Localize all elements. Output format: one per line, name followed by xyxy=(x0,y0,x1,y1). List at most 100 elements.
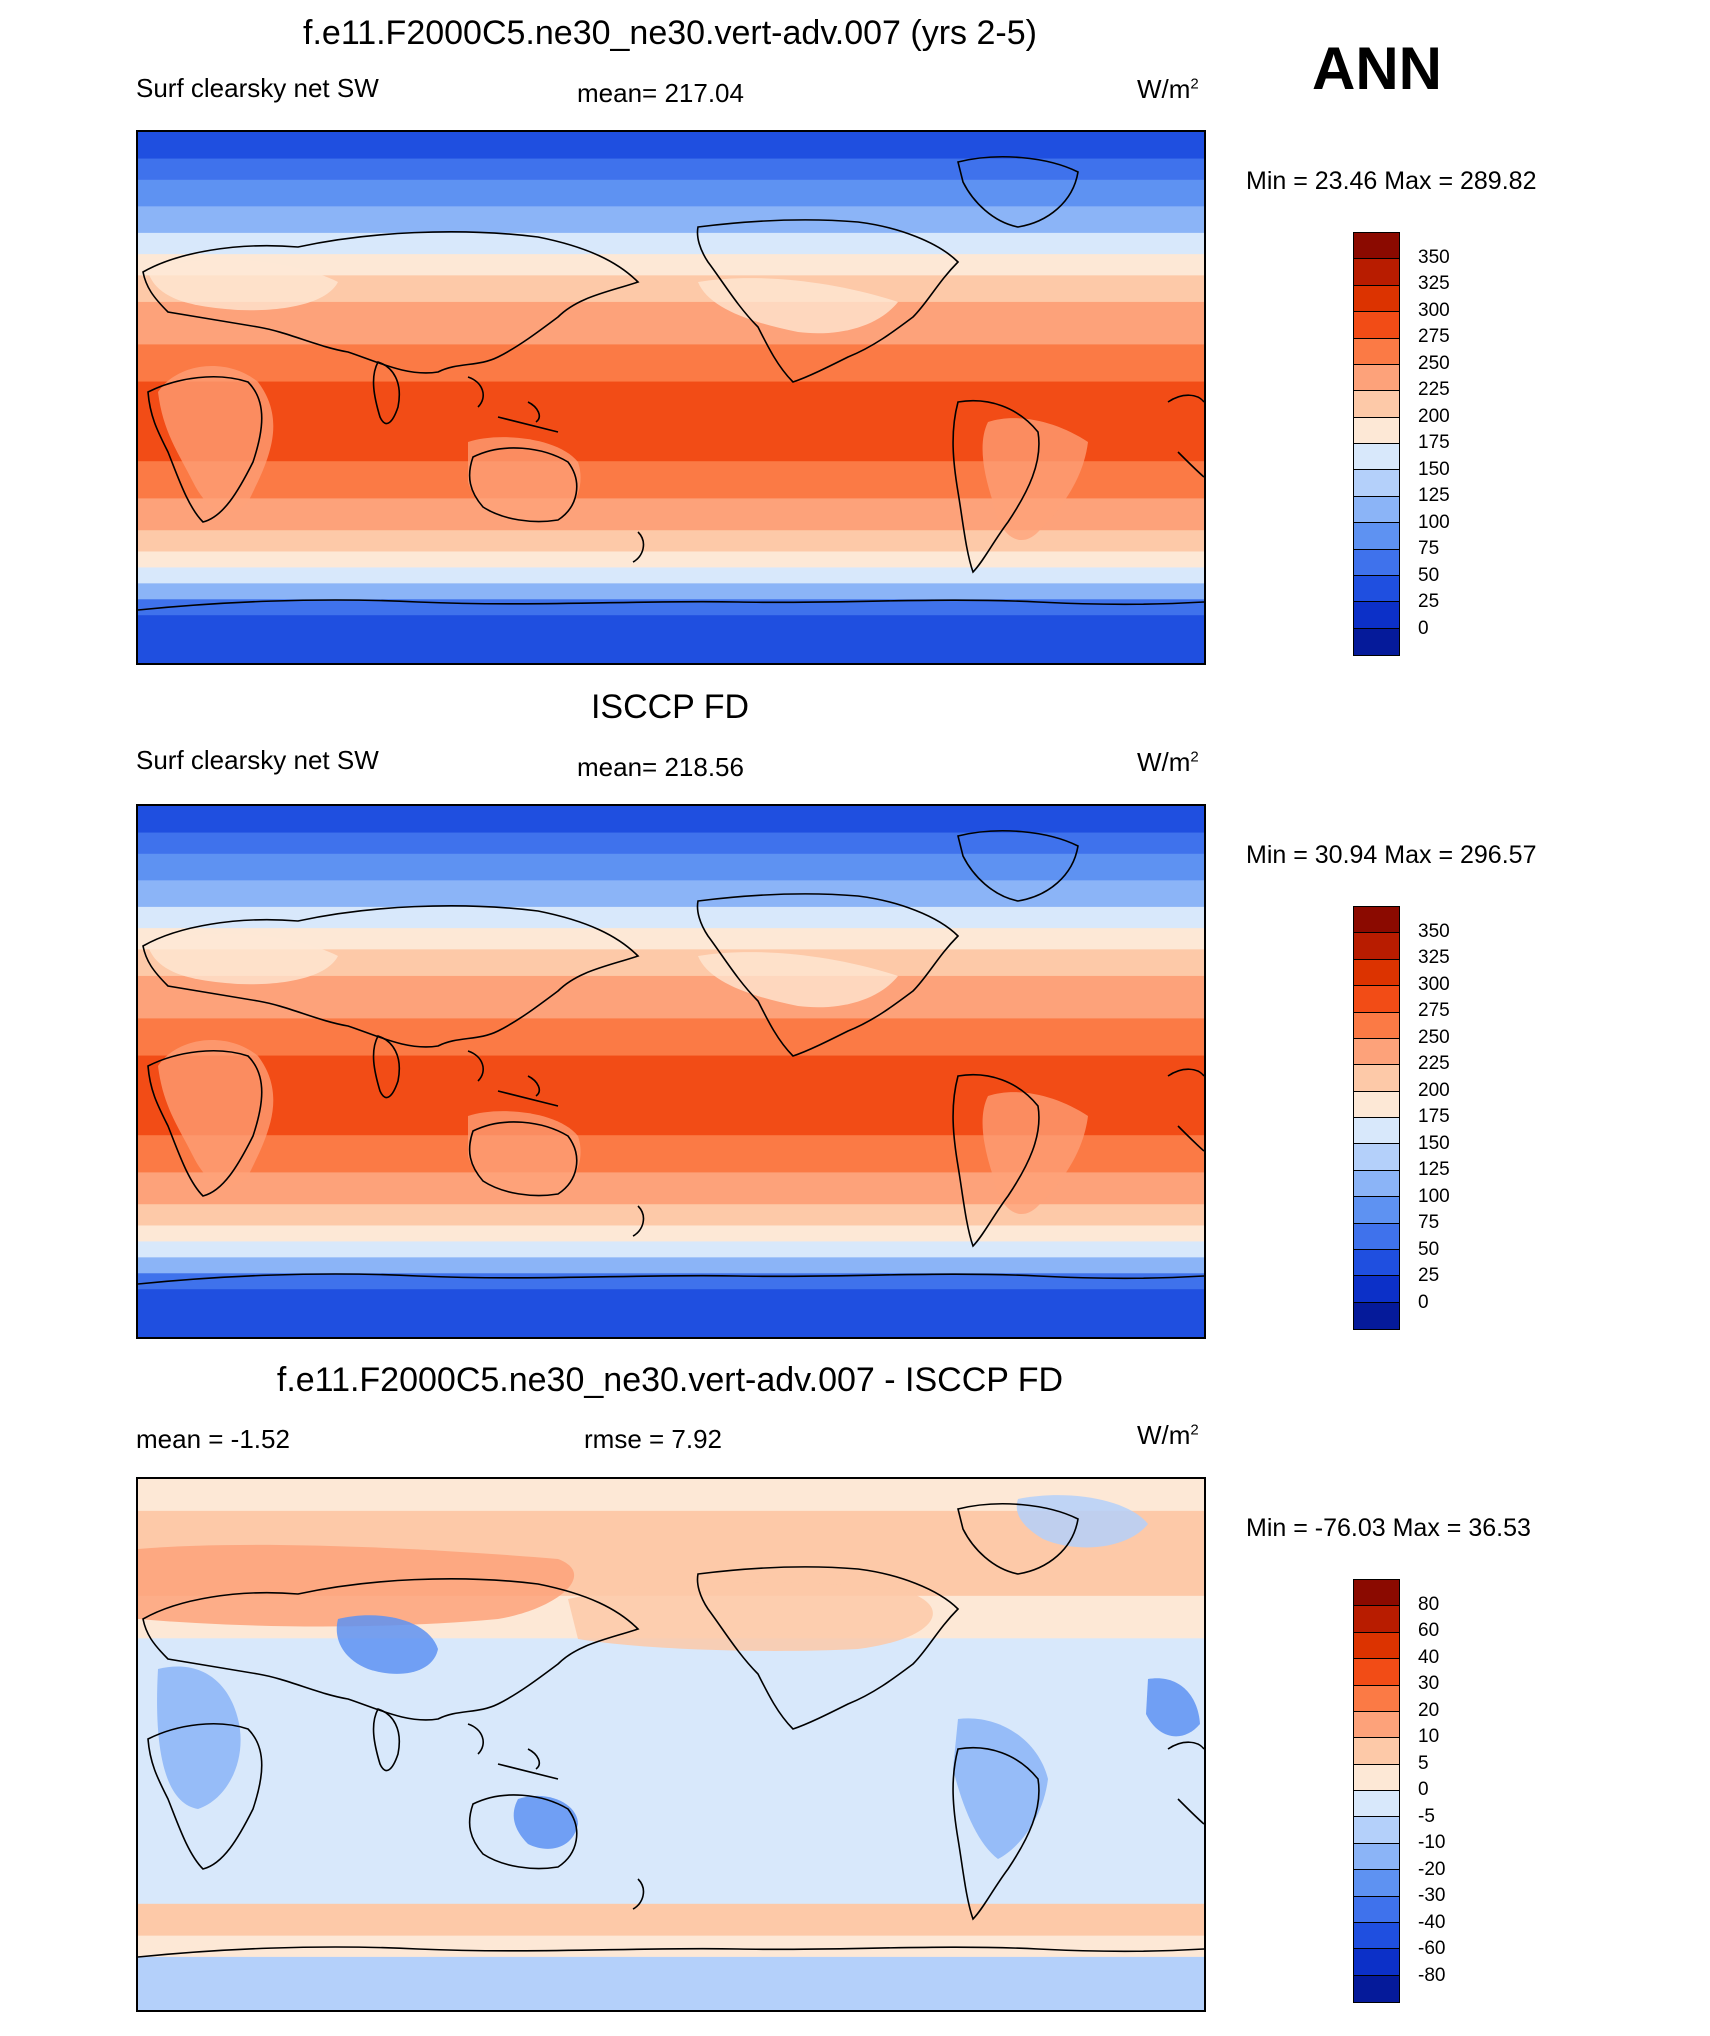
coastline xyxy=(142,1578,640,1721)
colorbar-swatch xyxy=(1354,1606,1399,1633)
panel-1-min-max: Min = 23.46 Max = 289.82 xyxy=(1246,167,1537,195)
colorbar-swatch xyxy=(1354,1302,1399,1329)
panel-2-units: W/m2 xyxy=(1137,747,1199,777)
colorbar-tick-label: 250 xyxy=(1418,352,1450,374)
land-shading xyxy=(148,259,338,311)
coastline xyxy=(957,830,1079,902)
colorbar-tick-label: -40 xyxy=(1418,1911,1446,1933)
colorbar-tick-label: 275 xyxy=(1418,1000,1450,1021)
colorbar-tick-label: 225 xyxy=(1418,379,1450,400)
field-band xyxy=(138,254,1204,277)
coastline xyxy=(142,231,640,374)
colorbar-swatch xyxy=(1354,1223,1399,1250)
coastline xyxy=(468,1794,578,1870)
field-band xyxy=(138,132,1204,160)
colorbar-swatch xyxy=(1354,1817,1399,1844)
colorbar-swatch xyxy=(1354,523,1399,550)
field-band xyxy=(138,179,1204,208)
panel-3-map xyxy=(136,1477,1206,2012)
panel-2-min-max: Min = 30.94 Max = 296.57 xyxy=(1246,841,1537,869)
colorbar-tick-label: 50 xyxy=(1418,564,1440,586)
colorbar-tick-label: 175 xyxy=(1418,1106,1450,1127)
colorbar-tick-label: 350 xyxy=(1418,246,1450,268)
colorbar-tick-label: 300 xyxy=(1418,973,1450,995)
field-band xyxy=(138,880,1204,908)
colorbar-tick-label: 225 xyxy=(1418,1053,1450,1074)
field-band xyxy=(138,1257,1204,1275)
colorbar-swatch xyxy=(1354,1170,1399,1198)
colorbar-swatch xyxy=(1354,1843,1399,1871)
colorbar-tick-label: 300 xyxy=(1418,299,1450,321)
coastline xyxy=(696,219,960,383)
panel-3-colorbar xyxy=(1353,1579,1400,2003)
field-band xyxy=(138,1935,1204,1958)
colorbar-swatch xyxy=(1354,470,1399,497)
coastline xyxy=(696,893,960,1057)
colorbar-tick-label: 25 xyxy=(1418,591,1440,612)
panel-3-mean-label: mean = -1.52 xyxy=(136,1424,290,1454)
colorbar-swatch xyxy=(1354,1975,1399,2002)
field-band xyxy=(138,530,1204,553)
colorbar-tick-label: 75 xyxy=(1418,1212,1440,1233)
colorbar-swatch xyxy=(1354,1949,1399,1976)
difference-region xyxy=(336,1615,438,1674)
field-band xyxy=(138,1225,1204,1243)
colorbar-swatch xyxy=(1354,1632,1399,1660)
field-band xyxy=(138,1273,1204,1291)
field-band xyxy=(138,853,1204,882)
panel-2-mean-label: mean= 218.56 xyxy=(577,752,744,782)
field-band xyxy=(138,206,1204,234)
colorbar-swatch xyxy=(1354,338,1399,365)
panel-3-rmse-label: rmse = 7.92 xyxy=(584,1424,723,1454)
coastline xyxy=(147,376,263,523)
colorbar-swatch xyxy=(1354,312,1399,339)
coastline xyxy=(147,1723,263,1870)
coastline xyxy=(138,1946,1204,1958)
colorbar-swatch xyxy=(1354,1580,1399,1607)
colorbar-swatch xyxy=(1354,1276,1399,1303)
colorbar-tick-label: 20 xyxy=(1418,1699,1440,1721)
coastline xyxy=(632,1878,645,1910)
colorbar-swatch xyxy=(1354,233,1399,260)
colorbar-tick-label: 200 xyxy=(1418,405,1450,427)
colorbar-swatch xyxy=(1354,1922,1399,1950)
colorbar-tick-label: 80 xyxy=(1418,1593,1440,1615)
coastline xyxy=(1167,394,1204,478)
colorbar-tick-label: -10 xyxy=(1418,1832,1446,1853)
colorbar-tick-label: 0 xyxy=(1418,617,1429,639)
panel-2-land-patches xyxy=(148,933,1088,1215)
colorbar-swatch xyxy=(1354,1659,1399,1686)
colorbar-swatch xyxy=(1354,1197,1399,1224)
panel-1-land-patches xyxy=(148,259,1088,541)
coastline xyxy=(952,1747,1040,1921)
colorbar-tick-label: -20 xyxy=(1418,1858,1446,1880)
coastline xyxy=(147,1050,263,1197)
coastline xyxy=(372,361,400,425)
field-band xyxy=(138,1204,1204,1227)
coastline xyxy=(467,1050,559,1107)
colorbar-swatch xyxy=(1354,496,1399,524)
coastline xyxy=(138,1273,1204,1285)
colorbar-swatch xyxy=(1354,391,1399,418)
colorbar-tick-label: 40 xyxy=(1418,1646,1440,1668)
field-band xyxy=(138,551,1204,569)
difference-region xyxy=(568,1582,933,1651)
land-shading xyxy=(468,437,581,522)
colorbar-swatch xyxy=(1354,285,1399,313)
colorbar-tick-label: 150 xyxy=(1418,458,1450,480)
land-shading xyxy=(698,278,898,334)
panel-1-coastlines xyxy=(138,156,1204,611)
panel-2-map-svg xyxy=(138,806,1204,1337)
colorbar-tick-label: 200 xyxy=(1418,1079,1450,1101)
coastline xyxy=(468,1121,578,1197)
panel-1-variable-label: Surf clearsky net SW xyxy=(136,73,379,103)
panel-1-title: f.e11.F2000C5.ne30_ne30.vert-adv.007 (yr… xyxy=(303,14,1037,52)
colorbar-swatch xyxy=(1354,364,1399,392)
panel-1-colorbar xyxy=(1353,232,1400,656)
land-shading xyxy=(158,1039,274,1187)
colorbar-tick-label: 175 xyxy=(1418,432,1450,453)
colorbar-swatch xyxy=(1354,1791,1399,1818)
colorbar-swatch xyxy=(1354,1870,1399,1897)
colorbar-tick-label: 250 xyxy=(1418,1026,1450,1048)
coastline xyxy=(957,156,1079,228)
